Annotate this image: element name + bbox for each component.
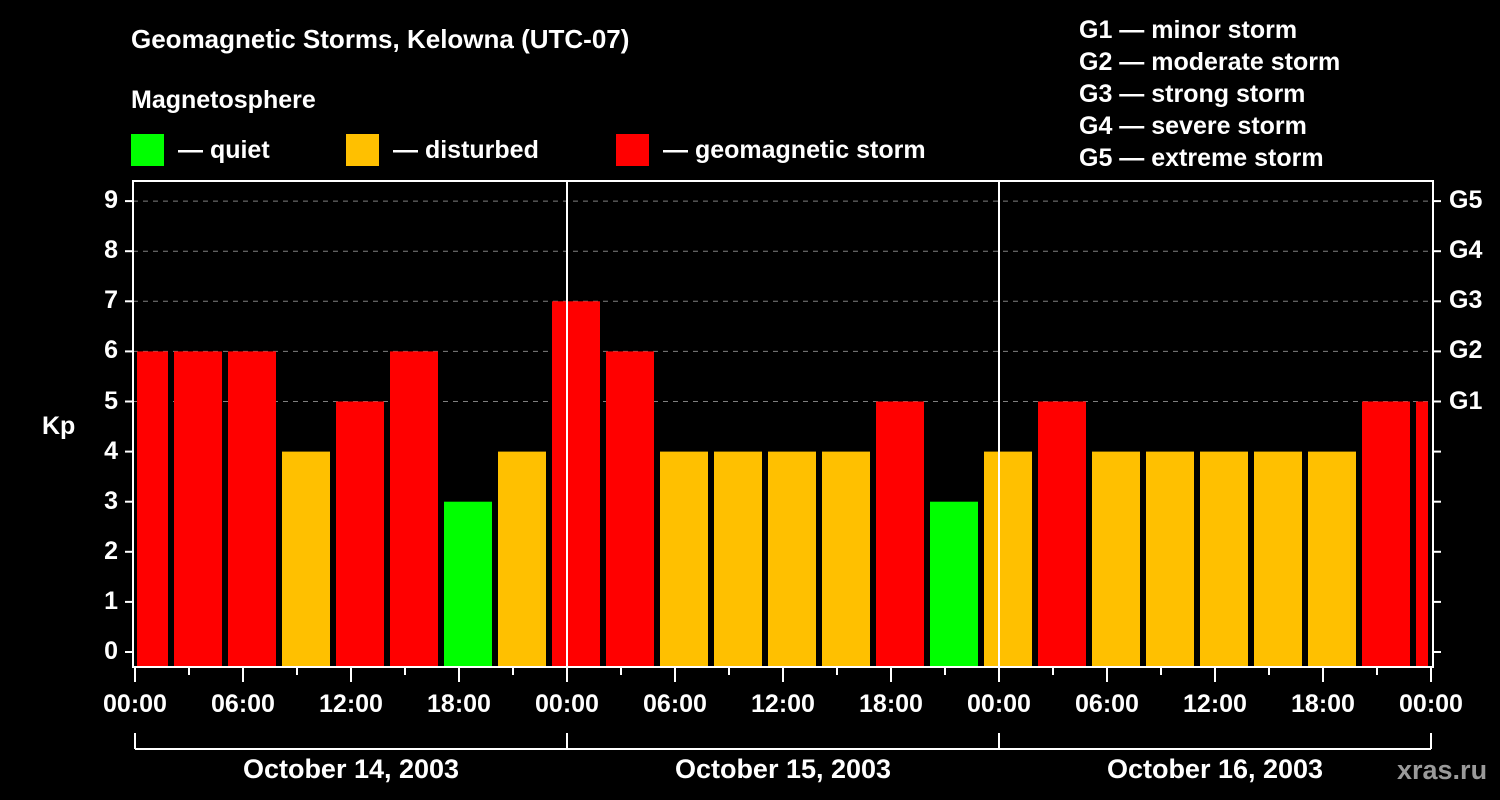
kp-bar (282, 451, 330, 666)
legend-swatch-disturbed (346, 134, 379, 166)
x-tick-label: 00:00 (1399, 690, 1463, 718)
y-tick-label: 5 (104, 386, 118, 415)
x-tick-label: 12:00 (1183, 690, 1247, 718)
date-label: October 16, 2003 (1106, 754, 1324, 784)
kp-bar (444, 501, 492, 666)
y-tick-label: 2 (104, 536, 118, 565)
g-scale-label: G2 (1449, 336, 1483, 365)
kp-bar (552, 301, 600, 666)
storm-level-g1: G1 — minor storm (1079, 16, 1298, 44)
y-tick-label: 6 (104, 336, 118, 365)
y-tick-label: 8 (104, 236, 118, 265)
kp-bar (660, 451, 708, 666)
kp-bar (876, 401, 924, 666)
x-tick-label: 18:00 (427, 690, 491, 718)
x-tick-label: 06:00 (1075, 690, 1139, 718)
legend-swatch-storm (616, 134, 649, 166)
legend-item-quiet: — quiet (131, 134, 270, 166)
x-tick-label: 06:00 (211, 690, 275, 718)
chart-subtitle: Magnetosphere (131, 86, 316, 114)
g-scale-label: G3 (1449, 286, 1483, 315)
y-tick-label: 7 (104, 286, 118, 315)
x-tick-label: 00:00 (535, 690, 599, 718)
x-tick-label: 18:00 (859, 690, 923, 718)
kp-bar (1254, 451, 1302, 666)
kp-bar (984, 451, 1032, 666)
date-label: October 15, 2003 (674, 754, 892, 784)
x-tick-label: 12:00 (751, 690, 815, 718)
kp-bar (1416, 401, 1428, 666)
date-label: October 14, 2003 (242, 754, 460, 784)
storm-level-g4: G4 — severe storm (1079, 112, 1307, 140)
legend-label: — quiet (178, 135, 270, 164)
y-tick-label: 9 (104, 186, 118, 215)
legend-item-storm: — geomagnetic storm (616, 134, 926, 166)
y-tick-label: 4 (104, 436, 118, 465)
g-scale-label: G1 (1449, 386, 1483, 415)
kp-bar (1200, 451, 1248, 666)
kp-bar (336, 401, 384, 666)
kp-bar (1308, 451, 1356, 666)
storm-level-g5: G5 — extreme storm (1079, 144, 1324, 172)
storm-level-g2: G2 — moderate storm (1079, 48, 1341, 76)
legend-item-disturbed: — disturbed (346, 134, 539, 166)
kp-bar (768, 451, 816, 666)
legend-label: — disturbed (393, 135, 539, 164)
kp-bar (714, 451, 762, 666)
g-scale-label: G5 (1449, 186, 1483, 215)
legend-swatch-quiet (131, 134, 164, 166)
kp-bar (1038, 401, 1086, 666)
kp-bar (1362, 401, 1410, 666)
chart-title: Geomagnetic Storms, Kelowna (UTC-07) (131, 24, 630, 54)
g-scale-label: G4 (1449, 236, 1483, 265)
kp-bar (498, 451, 546, 666)
x-tick-label: 12:00 (319, 690, 383, 718)
y-axis-label: Kp (42, 412, 76, 440)
x-tick-label: 00:00 (103, 690, 167, 718)
kp-bar (822, 451, 870, 666)
kp-bar (174, 351, 222, 666)
kp-bar (390, 351, 438, 666)
kp-bar (137, 351, 168, 666)
x-tick-label: 00:00 (967, 690, 1031, 718)
storm-level-legend: G1 — minor storm G2 — moderate storm G3 … (1079, 14, 1340, 174)
kp-bar (930, 501, 978, 666)
kp-bar (1092, 451, 1140, 666)
watermark: xras.ru (1397, 755, 1488, 785)
y-tick-label: 1 (104, 586, 118, 615)
kp-bar (606, 351, 654, 666)
x-tick-label: 18:00 (1291, 690, 1355, 718)
y-tick-label: 0 (104, 637, 118, 665)
x-tick-label: 06:00 (643, 690, 707, 718)
legend-label: — geomagnetic storm (663, 135, 926, 164)
kp-bar (1146, 451, 1194, 666)
y-tick-label: 3 (104, 486, 118, 515)
storm-level-g3: G3 — strong storm (1079, 80, 1306, 108)
kp-bar (228, 351, 276, 666)
